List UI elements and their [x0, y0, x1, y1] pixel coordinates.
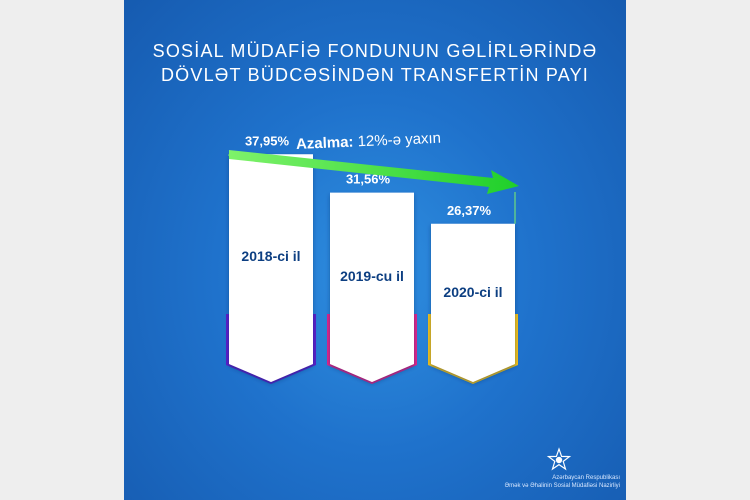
organization-name: Azərbaycan Respublikası Əmək və Əhalinin… [420, 474, 620, 490]
value-label-2: 31,56% [346, 172, 391, 187]
category-label-1: 2018-ci il [241, 248, 300, 264]
chart-subtitle: DÖVLƏT BÜDCƏSİNDƏN TRANSFERTİN PAYI [160, 65, 590, 85]
infographic-poster: 2018-ci il 37,95% 2019-cu il 31,56% 2020-ci … [124, 0, 626, 500]
bar-3: 2020-ci il 26,37% [428, 203, 518, 384]
star-emblem-icon [546, 447, 572, 471]
bar-body-1 [229, 154, 313, 382]
category-label-2: 2019-cu il [340, 268, 404, 284]
organization-line-1: Azərbaycan Respublikası [552, 475, 620, 481]
bar-body-2 [330, 192, 414, 382]
category-label-3: 2020-ci il [443, 284, 502, 300]
bar-1: 2018-ci il 37,95% [226, 133, 316, 384]
bar-body-3 [431, 223, 515, 382]
bar-2: 2019-cu il 31,56% [327, 172, 417, 384]
trend-label-text: 12%-ə yaxın [357, 129, 442, 151]
organization-line-2: Əmək və Əhalinin Sosial Müdafiəsi Nazirl… [504, 483, 620, 489]
trend-label-bold: Azalma: [295, 133, 354, 153]
chart-title: SOSİAL MÜDAFİƏ FONDUNUN GƏLİRLƏRİNDƏ [152, 41, 598, 61]
value-label-1: 37,95% [245, 133, 290, 148]
chart-canvas: 2018-ci il 37,95% 2019-cu il 31,56% 2020-ci … [226, 133, 519, 384]
trend-arrow [229, 150, 519, 194]
value-label-3: 26,37% [447, 203, 492, 218]
